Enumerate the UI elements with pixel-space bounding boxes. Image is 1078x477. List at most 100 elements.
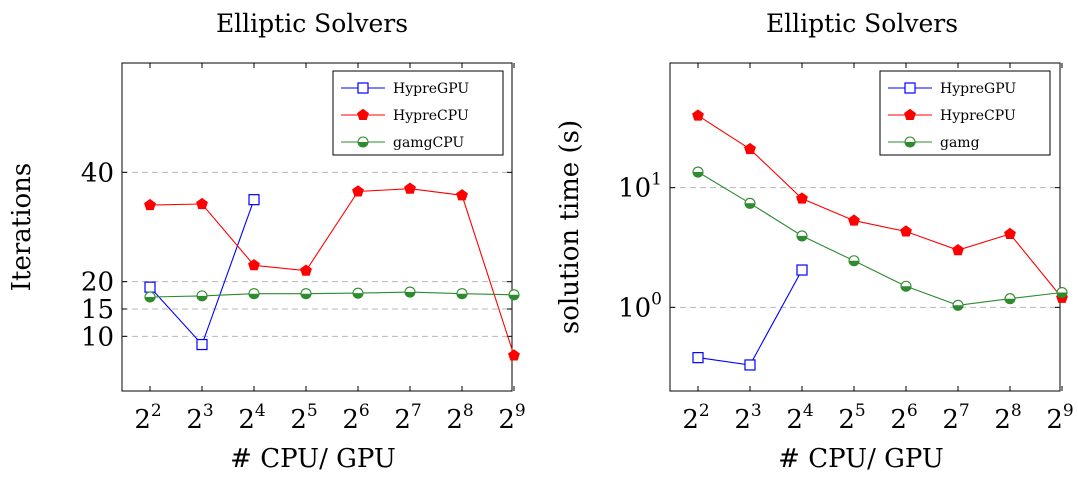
series-hyprecpu-point bbox=[692, 109, 704, 121]
x-tick-label: 25 bbox=[290, 401, 317, 435]
legend-label-hypregpu: HypreGPU bbox=[940, 81, 1016, 97]
series-gamgcpu-point-fill bbox=[197, 295, 207, 301]
series-hyprecpu-line bbox=[149, 188, 515, 356]
x-tick-label: 24 bbox=[786, 401, 813, 435]
series-gamg-point bbox=[900, 280, 912, 292]
x-tick-label: 23 bbox=[734, 401, 761, 435]
series-hyprecpu-line bbox=[697, 115, 1063, 299]
legend-marker-hypregpu bbox=[904, 82, 916, 94]
series-gamgcpu-point bbox=[196, 290, 208, 302]
series-gamg-point-fill bbox=[849, 260, 859, 266]
y-tick-label: 15 bbox=[81, 295, 114, 325]
series-hyprecpu-point bbox=[744, 142, 756, 155]
series-hyprecpu-point bbox=[796, 192, 808, 204]
legend-time: HypreGPU HypreCPU gamg bbox=[879, 70, 1051, 156]
legend-marker-hypregpu bbox=[357, 82, 369, 94]
legend-label-hyprecpu: HypreCPU bbox=[393, 108, 469, 124]
series-gamg-point-fill bbox=[693, 172, 703, 178]
series-hyprecpu-point bbox=[196, 197, 208, 210]
x-tick-label: 28 bbox=[994, 401, 1021, 435]
series-hyprecpu-point bbox=[1004, 227, 1016, 240]
x-tick-label: 25 bbox=[838, 401, 865, 435]
series-gamgcpu-point-fill bbox=[405, 292, 415, 298]
series-gamg-point-fill bbox=[1005, 298, 1015, 304]
series-hyprecpu-point bbox=[900, 225, 912, 237]
series-hypregpu-point bbox=[248, 194, 260, 206]
series-time bbox=[692, 109, 1068, 371]
solution-time-chart: Elliptic Solvers 100 101 22 23 24 25 26 27 28 29… bbox=[555, 9, 1074, 474]
series-hypregpu-point bbox=[796, 264, 808, 276]
y-tick-label: 40 bbox=[81, 158, 114, 188]
x-tick-label: 29 bbox=[1046, 401, 1073, 435]
x-ticks-time: 22 23 24 25 26 27 28 29 bbox=[682, 63, 1074, 435]
legend-marker-gamgcpu bbox=[357, 136, 369, 148]
series-gamg-point bbox=[796, 230, 808, 242]
y-ticks-time: 100 101 bbox=[618, 170, 1060, 323]
series-hyprecpu bbox=[144, 182, 520, 361]
series-hyprecpu-point bbox=[848, 214, 860, 226]
plot-area-time bbox=[669, 62, 1061, 392]
series-hyprecpu-point bbox=[952, 244, 964, 256]
x-tick-label: 29 bbox=[498, 401, 525, 435]
x-tick-label: 22 bbox=[134, 401, 161, 435]
x-axis-label-iterations: # CPU/ GPU bbox=[230, 444, 396, 474]
legend-marker-hyprecpu bbox=[357, 108, 369, 121]
legend-label-gamg: gamg bbox=[940, 135, 980, 151]
y-axis-label-time: solution time (s) bbox=[555, 120, 585, 334]
series-hypregpu-point bbox=[744, 359, 756, 371]
series-gamg-point bbox=[744, 197, 756, 209]
series-gamgcpu bbox=[144, 286, 520, 303]
series-hyprecpu-point bbox=[144, 198, 156, 211]
series-hyprecpu-point bbox=[300, 264, 312, 276]
series-gamgcpu-point bbox=[248, 288, 260, 300]
series-hypregpu bbox=[144, 194, 260, 351]
series-iterations bbox=[144, 182, 520, 361]
x-tick-label: 26 bbox=[890, 401, 917, 435]
plot-area-iterations bbox=[121, 62, 513, 392]
x-ticks-iterations: 22 23 24 25 26 27 28 29 bbox=[134, 63, 526, 435]
series-hypregpu-line bbox=[697, 269, 803, 366]
series-hyprecpu-point bbox=[508, 349, 520, 361]
series-gamg-point bbox=[1004, 293, 1016, 305]
series-hypregpu-line bbox=[149, 199, 255, 346]
x-tick-label: 28 bbox=[446, 401, 473, 435]
legend-marker-gamg-fill bbox=[905, 142, 915, 147]
legend-marker-gamg bbox=[904, 136, 916, 148]
series-hypregpu-point bbox=[144, 281, 156, 293]
legend-iterations: HypreGPU HypreCPU gamgCPU bbox=[332, 70, 504, 156]
series-hypregpu-point bbox=[196, 338, 208, 351]
y-tick-label: 20 bbox=[81, 268, 114, 298]
grid-iterations bbox=[122, 171, 512, 337]
x-tick-label: 27 bbox=[394, 401, 421, 435]
legend-label-hypregpu: HypreGPU bbox=[393, 81, 469, 97]
legend-label-gamgcpu: gamgCPU bbox=[393, 135, 464, 151]
series-gamgcpu-point-fill bbox=[457, 293, 467, 299]
x-tick-label: 24 bbox=[238, 401, 265, 435]
x-tick-label: 23 bbox=[186, 401, 213, 435]
series-hyprecpu-point bbox=[352, 185, 364, 197]
series-gamg-point bbox=[952, 299, 964, 311]
series-gamgcpu-point-fill bbox=[509, 294, 519, 300]
series-gamg-point-fill bbox=[1057, 292, 1067, 298]
series-hypregpu-point bbox=[692, 352, 704, 364]
y-tick-label: 10 bbox=[81, 322, 114, 352]
legend-marker-hyprecpu bbox=[904, 108, 916, 121]
series-gamgcpu-point-fill bbox=[249, 293, 259, 299]
series-gamg-point bbox=[848, 255, 860, 267]
series-gamgcpu-point-fill bbox=[301, 293, 311, 299]
y-tick-label: 100 bbox=[618, 289, 662, 323]
series-gamgcpu-point bbox=[144, 291, 156, 303]
grid-time bbox=[670, 187, 1060, 308]
series-gamg-point-fill bbox=[953, 305, 963, 311]
legend-marker-gamgcpu-fill bbox=[358, 142, 368, 147]
series-hypregpu bbox=[692, 264, 808, 371]
series-gamg-point-fill bbox=[797, 235, 807, 241]
series-gamg-point-fill bbox=[745, 203, 755, 209]
series-gamgcpu-point-fill bbox=[145, 296, 155, 302]
series-gamgcpu-point bbox=[352, 287, 364, 299]
series-gamg-point bbox=[692, 166, 704, 178]
series-gamgcpu-point bbox=[300, 288, 312, 300]
